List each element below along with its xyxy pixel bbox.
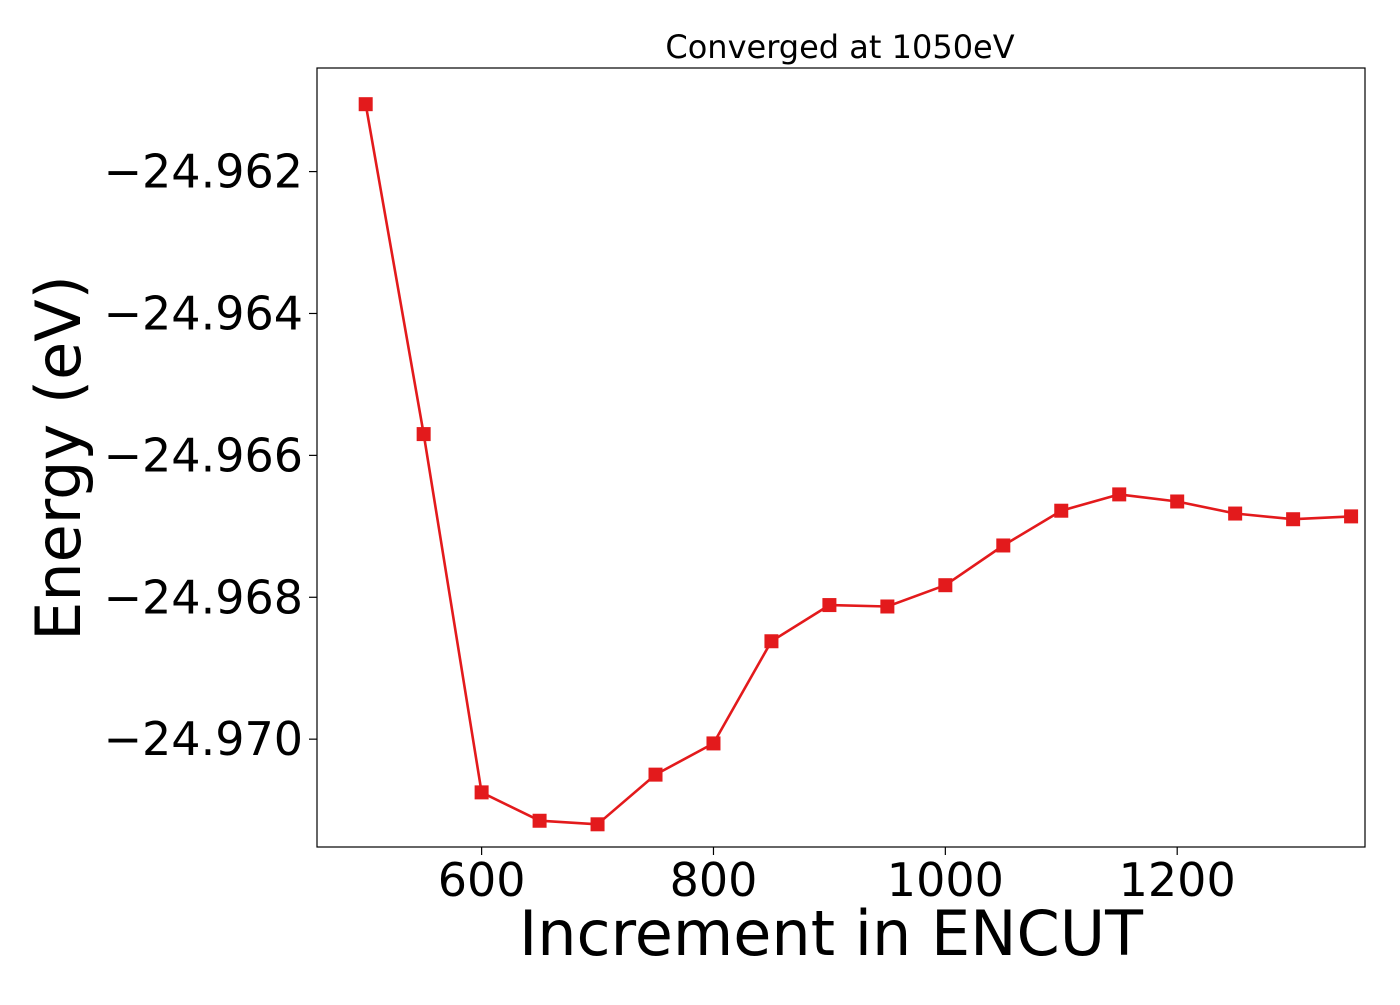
x-tick-label: 600 [438, 853, 526, 907]
data-point-marker [358, 97, 373, 112]
x-tick-label: 800 [670, 853, 758, 907]
data-point-marker [1228, 506, 1243, 521]
y-tick-label: −24.962 [104, 145, 304, 199]
data-point-marker [1344, 509, 1359, 524]
data-point-marker [1112, 487, 1127, 502]
y-axis-label: Energy (eV) [22, 275, 95, 641]
data-point-marker [880, 599, 895, 614]
x-tick-label: 1000 [887, 853, 1004, 907]
data-point-marker [474, 785, 489, 800]
y-tick-label: −24.968 [104, 570, 304, 624]
data-point-marker [416, 427, 431, 442]
chart-title: Converged at 1050eV [665, 28, 1014, 66]
data-point-marker [764, 634, 779, 649]
y-tick-label: −24.964 [104, 286, 304, 340]
x-axis-label: Increment in ENCUT [519, 897, 1144, 970]
data-point-marker [648, 767, 663, 782]
y-tick-label: −24.970 [104, 712, 304, 766]
data-point-marker [706, 736, 721, 751]
data-point-marker [532, 813, 547, 828]
data-point-marker [996, 538, 1011, 553]
plot-frame [316, 67, 1366, 848]
data-point-marker [1170, 494, 1185, 509]
data-point-marker [1286, 512, 1301, 527]
data-point-marker [1054, 503, 1069, 518]
data-point-marker [590, 817, 605, 832]
data-point-marker [822, 598, 837, 613]
data-point-marker [938, 578, 953, 593]
series-line [364, 103, 1352, 826]
x-tick-label: 1200 [1119, 853, 1236, 907]
y-tick-label: −24.966 [104, 428, 304, 482]
plot-area: 600 800 1000 1200 −24.962 −24.964 −24.966 −24.9… [104, 67, 1366, 907]
